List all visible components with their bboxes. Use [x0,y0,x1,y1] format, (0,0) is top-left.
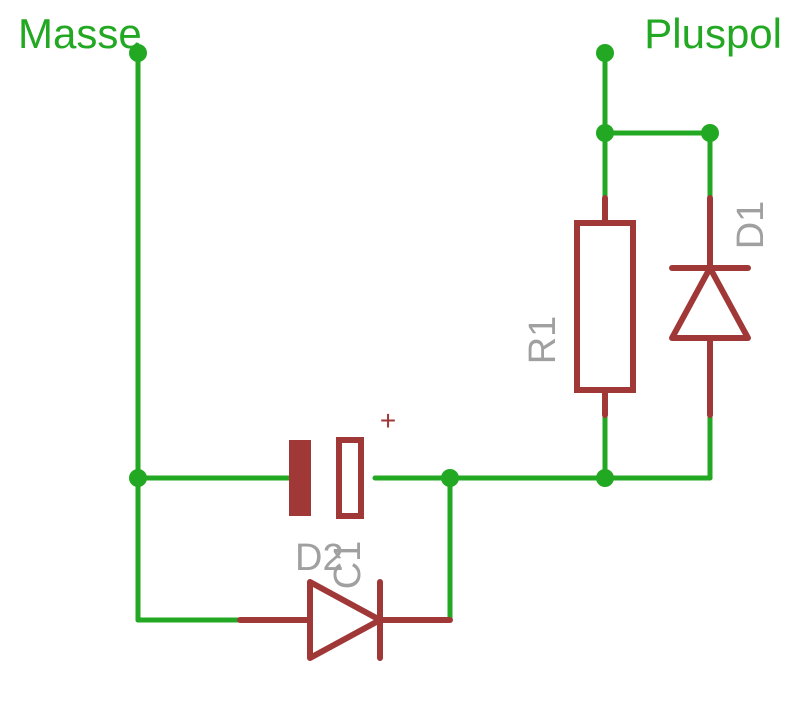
d2-ref: D2 [295,537,344,579]
r1-body [577,223,633,390]
c1-pos-plate [339,440,361,516]
junction-dot [596,469,614,487]
terminal-masse: Masse [18,10,142,57]
d1-ref: D1 [730,201,772,250]
junction-dot [701,124,719,142]
components [240,198,748,658]
junction-dot [441,469,459,487]
junction-dot [596,124,614,142]
d1-triangle [672,268,748,338]
r1-ref: R1 [522,316,564,365]
wires [138,53,710,620]
terminal-pluspol: Pluspol [644,10,782,57]
junction-dot [129,469,147,487]
junction-dot [596,44,614,62]
c1-plus-mark: + [380,405,396,436]
c1-neg-plate [289,440,311,516]
d2-triangle [310,582,380,658]
